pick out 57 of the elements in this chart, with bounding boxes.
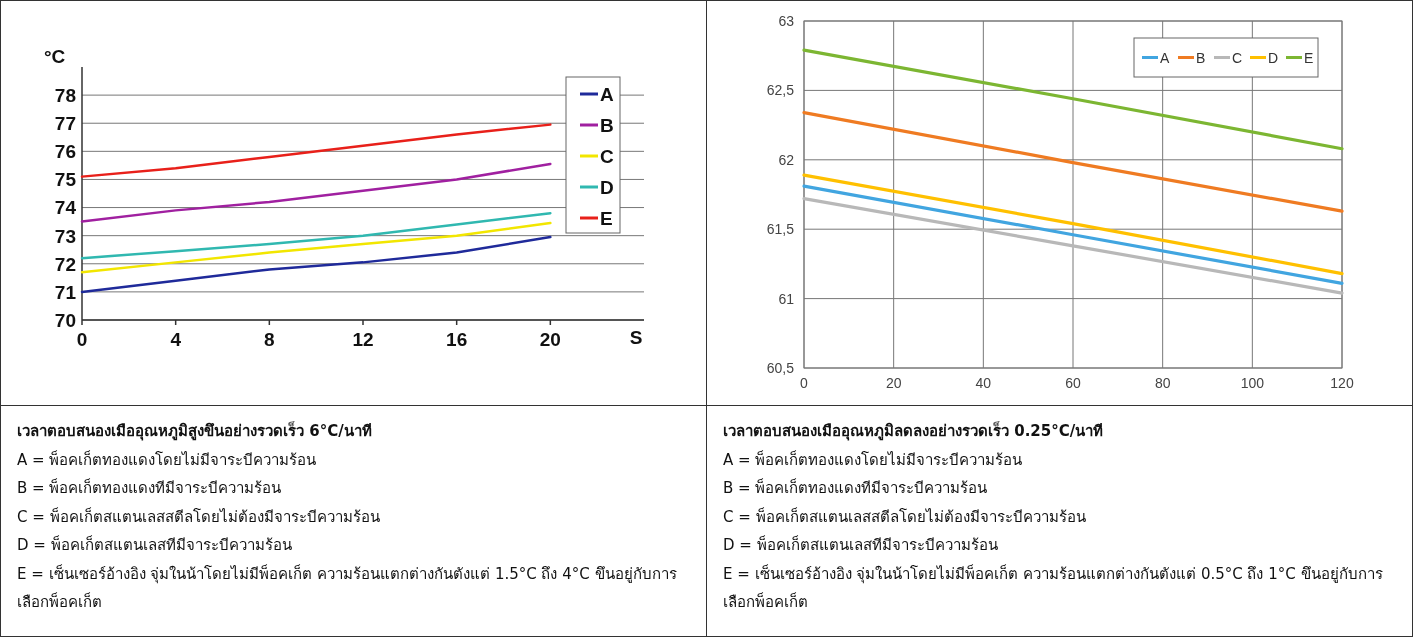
legend-label: E bbox=[1304, 49, 1314, 66]
text: B = พ็อคเก็ตทองแดงทีมีจาระบีความร้อน bbox=[17, 477, 283, 499]
y-tick-label: 62,5 bbox=[766, 82, 795, 99]
x-tick-label: 120 bbox=[1330, 375, 1354, 391]
text: D = พ็อคเก็ตสแตนเลสทีมีจาระบีความร้อน bbox=[723, 534, 999, 556]
y-tick-label: 70 bbox=[54, 309, 76, 331]
legend-label: B bbox=[600, 114, 614, 136]
line-series bbox=[80, 235, 552, 294]
y-tick-label: 75 bbox=[54, 169, 77, 191]
x-tick-label: 40 bbox=[975, 375, 992, 391]
text: เวลาตอบสนองเมืออุณหภูมิสูงขึนอย่างรวดเร็ว 6°C/นาที bbox=[17, 420, 373, 443]
x-tick-label: 80 bbox=[1154, 375, 1171, 391]
text: D = พ็อคเก็ตสแตนเลสทีมีจาระบีความร้อน bbox=[17, 534, 293, 556]
x-tick-label: 20 bbox=[885, 375, 902, 391]
text: C = พ็อคเก็ตสแตนเลสสตีลโดยไม่ต้องมีจาระบีความร้อน bbox=[723, 506, 1087, 528]
line-series bbox=[80, 211, 552, 260]
legend-label: E bbox=[600, 207, 613, 229]
x-axis-title: S bbox=[629, 327, 643, 348]
y-tick-label: 60,5 bbox=[766, 360, 795, 377]
line-series bbox=[80, 123, 552, 178]
y-tick-label: 61,5 bbox=[766, 221, 795, 238]
text: E = เซ็นเซอร์อ้างอิง จุ่มในน้าโดยไม่มีพ็อคเก็ต ความร้อนแตกต่างกันตังแต่ 1.5°C ถึง 4°C ขึนอยู่กับการเลือกพ็อคเก็ต bbox=[17, 563, 678, 613]
legend-label: A bbox=[600, 83, 614, 105]
line-series bbox=[80, 162, 552, 223]
x-tick-label: 8 bbox=[264, 329, 275, 350]
legend-label: A bbox=[1160, 49, 1170, 66]
x-tick-label: 4 bbox=[170, 329, 182, 350]
y-tick-label: 77 bbox=[54, 113, 76, 135]
y-tick-label: 71 bbox=[54, 281, 77, 303]
text: เวลาตอบสนองเมืออุณหภูมิลดลงอย่างรวดเร็ว 0.25°C/นาที bbox=[723, 420, 1105, 443]
text: B = พ็อคเก็ตทองแดงทีมีจาระบีความร้อน bbox=[723, 477, 989, 499]
y-tick-label: 62 bbox=[778, 151, 795, 168]
x-tick-label: 60 bbox=[1065, 375, 1081, 391]
text: E = เซ็นเซอร์อ้างอิง จุ่มในน้าโดยไม่มีพ็อคเก็ต ความร้อนแตกต่างกันตังแต่ 0.5°C ถึง 1°C ขึนอยู่กับการเลือกพ็อคเก็ต bbox=[723, 563, 1384, 613]
text: A = พ็อคเก็ตทองแดงโดยไม่มีจาระบีความร้อน bbox=[17, 449, 318, 471]
y-tick-label: 78 bbox=[54, 84, 76, 106]
x-tick-label: 100 bbox=[1240, 375, 1265, 391]
x-tick-label: 12 bbox=[352, 329, 374, 350]
text: C = พ็อคเก็ตสแตนเลสสตีลโดยไม่ต้องมีจาระบีความร้อน bbox=[17, 506, 381, 528]
line-series bbox=[80, 221, 552, 274]
y-tick-label: 74 bbox=[54, 197, 77, 219]
x-tick-label: 20 bbox=[539, 329, 561, 350]
y-tick-label: 63 bbox=[778, 13, 795, 30]
legend-label: D bbox=[600, 176, 614, 198]
x-tick-label: 0 bbox=[76, 329, 88, 350]
text: A = พ็อคเก็ตทองแดงโดยไม่มีจาระบีความร้อน bbox=[723, 449, 1024, 471]
y-tick-label: 72 bbox=[54, 253, 76, 275]
y-tick-label: 73 bbox=[54, 225, 76, 247]
legend-label: C bbox=[600, 145, 614, 167]
legend-label: C bbox=[1232, 49, 1243, 66]
legend-label: D bbox=[1268, 49, 1279, 66]
y-tick-label: 61 bbox=[778, 290, 795, 307]
legend-label: B bbox=[1196, 49, 1206, 66]
y-tick-label: 76 bbox=[54, 141, 76, 163]
x-tick-label: 0 bbox=[800, 375, 809, 391]
x-tick-label: 16 bbox=[446, 329, 468, 350]
y-axis-title: °C bbox=[44, 46, 66, 67]
